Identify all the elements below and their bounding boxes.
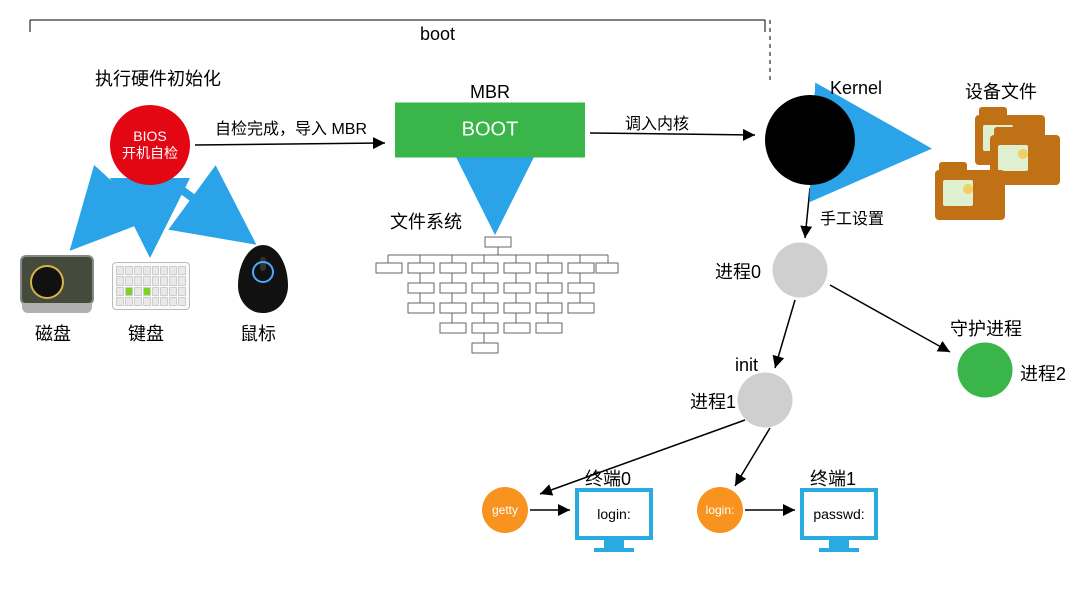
mbr-heading: MBR	[470, 82, 510, 103]
edge-mbr-kernel: 调入内核	[625, 110, 689, 134]
disk-icon	[20, 255, 94, 305]
daemon-label: 守护进程	[950, 315, 1022, 341]
proc2-node	[958, 343, 1013, 398]
keyboard-icon	[112, 262, 190, 310]
proc1-label: 进程1	[690, 388, 736, 414]
bios-heading: 执行硬件初始化	[95, 65, 221, 91]
login-node: login:	[697, 487, 743, 533]
kernel-node	[765, 95, 855, 185]
monitor-1-screen: passwd:	[813, 506, 864, 522]
disk-label: 磁盘	[35, 320, 71, 346]
devfiles-label: 设备文件	[965, 78, 1037, 104]
proc1-init: init	[735, 355, 758, 376]
bios-node: BIOS 开机自检	[110, 105, 190, 185]
monitor-0-screen: login:	[597, 506, 630, 522]
proc0-label: 进程0	[715, 258, 761, 284]
monitor-0: login:	[575, 488, 653, 552]
kernel-label: Kernel	[830, 78, 882, 99]
mouse-label: 鼠标	[240, 320, 276, 346]
proc2-label: 进程2	[1020, 360, 1066, 386]
edge-bios-mbr: 自检完成，导入 MBR	[215, 115, 367, 139]
monitor-1: passwd:	[800, 488, 878, 552]
proc0-node	[773, 243, 828, 298]
boot-title: boot	[420, 24, 455, 45]
fs-tree-icon	[370, 235, 620, 355]
getty-node: getty	[482, 487, 528, 533]
keyboard-label: 键盘	[128, 320, 164, 346]
fs-label: 文件系统	[390, 208, 462, 234]
boot-box: BOOT	[395, 103, 585, 158]
proc1-node	[738, 373, 793, 428]
edge-kernel-p0: 手工设置	[820, 205, 884, 229]
